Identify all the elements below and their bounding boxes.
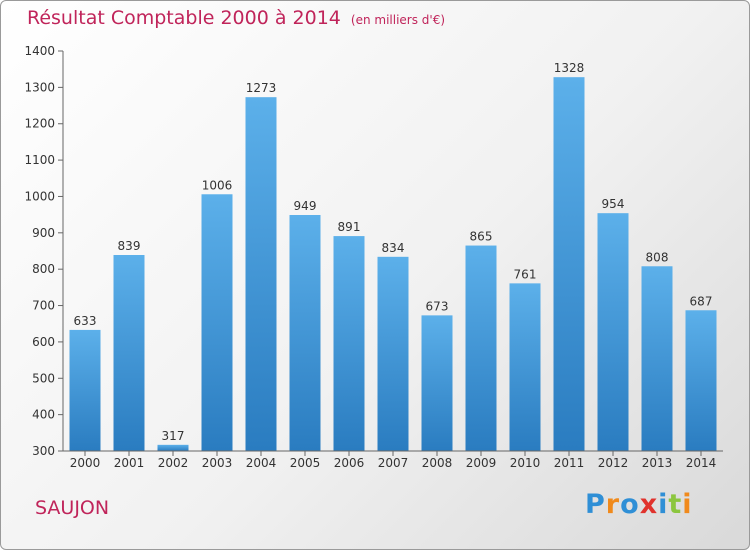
logo-letter: r bbox=[605, 489, 621, 520]
y-tick-label: 1400 bbox=[24, 44, 55, 58]
logo-letter: i bbox=[658, 489, 669, 520]
logo-letter: x bbox=[639, 489, 659, 520]
y-axis: 300 400 500 600 700 800 900 1000 1100 1200 1300 140… bbox=[24, 44, 64, 458]
bar-value-label: 673 bbox=[426, 299, 449, 313]
y-tick-label: 1000 bbox=[24, 189, 55, 203]
bar-value-label: 761 bbox=[514, 267, 537, 281]
x-tick-label: 2003 bbox=[202, 456, 233, 470]
bar-value-label: 834 bbox=[382, 241, 405, 255]
bar-value-label: 317 bbox=[162, 429, 185, 443]
bar bbox=[113, 255, 145, 451]
x-tick-label: 2010 bbox=[510, 456, 541, 470]
x-tick-label: 2008 bbox=[422, 456, 453, 470]
location-name: SAUJON bbox=[35, 497, 110, 519]
y-tick-label: 400 bbox=[32, 408, 55, 422]
bar-value-label: 1006 bbox=[202, 178, 233, 192]
bar-value-label: 839 bbox=[118, 239, 141, 253]
logo-letter: i bbox=[682, 489, 693, 520]
bar bbox=[553, 77, 585, 451]
chart-unit: (en milliers d'€) bbox=[350, 13, 446, 27]
bar-value-label: 954 bbox=[602, 197, 625, 211]
bar-value-label: 1328 bbox=[554, 61, 585, 75]
bars-group: 633 839 317 1006 1273 949 891 834 673 865 761 1328 9… bbox=[69, 61, 717, 452]
y-tick-label: 300 bbox=[32, 444, 55, 458]
y-tick-label: 1200 bbox=[24, 117, 55, 131]
bar-value-label: 891 bbox=[338, 220, 361, 234]
logo-letter: t bbox=[668, 489, 683, 520]
bar-value-label: 865 bbox=[470, 230, 493, 244]
x-tick-label: 2011 bbox=[554, 456, 585, 470]
chart-title-text: Résultat Comptable 2000 à 2014 bbox=[27, 7, 341, 29]
bar bbox=[245, 97, 277, 451]
x-tick-label: 2014 bbox=[686, 456, 717, 470]
y-tick-label: 700 bbox=[32, 299, 55, 313]
bar bbox=[333, 236, 365, 451]
x-tick-label: 2000 bbox=[70, 456, 101, 470]
bar-value-label: 633 bbox=[74, 314, 97, 328]
x-tick-label: 2005 bbox=[290, 456, 321, 470]
proxiti-logo: Proxiti bbox=[585, 489, 693, 520]
bar bbox=[597, 213, 629, 451]
bar bbox=[641, 266, 673, 451]
bar bbox=[157, 444, 189, 451]
logo-letter: P bbox=[585, 489, 606, 520]
x-tick-label: 2006 bbox=[334, 456, 365, 470]
bar bbox=[509, 283, 541, 451]
x-tick-label: 2001 bbox=[114, 456, 145, 470]
bar bbox=[289, 215, 321, 451]
x-tick-label: 2007 bbox=[378, 456, 409, 470]
x-tick-label: 2002 bbox=[158, 456, 189, 470]
bar bbox=[377, 256, 409, 451]
x-tick-label: 2013 bbox=[642, 456, 673, 470]
y-tick-label: 1300 bbox=[24, 80, 55, 94]
y-tick-label: 900 bbox=[32, 226, 55, 240]
y-tick-label: 600 bbox=[32, 335, 55, 349]
bar bbox=[685, 310, 717, 451]
bar-value-label: 687 bbox=[690, 294, 713, 308]
x-tick-label: 2012 bbox=[598, 456, 629, 470]
chart-title: Résultat Comptable 2000 à 2014 (en millie… bbox=[27, 7, 445, 29]
bar-value-label: 1273 bbox=[246, 81, 277, 95]
logo-letter: o bbox=[620, 489, 640, 520]
bar bbox=[201, 194, 233, 452]
y-tick-label: 500 bbox=[32, 371, 55, 385]
bar bbox=[69, 329, 101, 451]
bar bbox=[421, 315, 453, 451]
bar-value-label: 808 bbox=[646, 250, 669, 264]
y-tick-label: 800 bbox=[32, 262, 55, 276]
x-tick-label: 2004 bbox=[246, 456, 277, 470]
x-axis: 2000 2001 2002 2003 2004 2005 2006 2007 2008 2009… bbox=[63, 450, 723, 470]
bar bbox=[465, 245, 497, 451]
x-tick-label: 2009 bbox=[466, 456, 497, 470]
bar-value-label: 949 bbox=[294, 199, 317, 213]
y-tick-label: 1100 bbox=[24, 153, 55, 167]
